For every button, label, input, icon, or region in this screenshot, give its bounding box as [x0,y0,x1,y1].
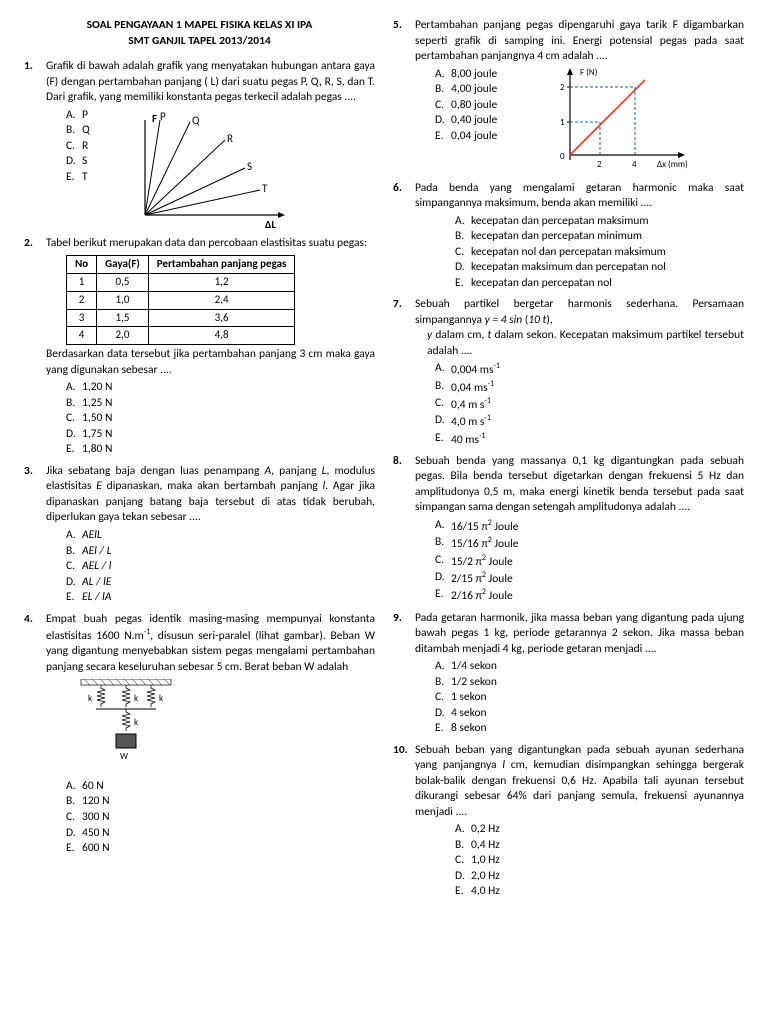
q2-opt-c: C.1,50 N [66,411,375,427]
q6-opt-e: E.kecepatan dan percepatan nol [455,276,744,292]
q4-spring-diagram: k k k k W [76,679,176,769]
q9-text: Pada getaran harmonik, jika massa beban … [415,611,744,658]
q5-opt-c: C.0,80 joule [435,98,545,114]
q9-opt-c: C.1 sekon [435,690,744,706]
q7-opt-d: D.4,0 m s-1 [435,413,744,430]
page-title: SOAL PENGAYAAN 1 MAPEL FISIKA KELAS XI I… [24,18,375,49]
question-8: 8. Sebuah benda yang massanya 0,1 kg dig… [393,454,744,605]
q1-opt-d: D.S [66,154,90,170]
question-5: 5. Pertambahan panjang pegas dipengaruhi… [393,18,744,175]
q7-text2: y dalam cm, t dalam sekon. Kecepatan mak… [427,328,744,359]
q4-opt-e: E.600 N [66,841,375,857]
svg-text:4: 4 [632,159,637,170]
q2-opt-e: E.1,80 N [66,442,375,458]
svg-text:W: W [120,751,128,762]
q1-opt-c: C.R [66,139,90,155]
q2-table: NoGaya(F)Pertambahan panjang pegas 10,51… [66,255,295,345]
q10-opt-d: D.2,0 Hz [455,869,744,885]
q9-opt-d: D.4 sekon [435,706,744,722]
q4-opt-b: B.120 N [66,794,375,810]
q2-text: Tabel berikut merupakan data dan percoba… [46,236,375,252]
q7-opt-a: A.0,004 ms-1 [435,361,744,378]
svg-text:F: F [152,112,157,125]
q7-opt-c: C.0,4 m s-1 [435,396,744,413]
q1-opt-b: B.Q [66,123,90,139]
svg-text:k: k [159,693,163,704]
question-2: 2. Tabel berikut merupakan data dan perc… [24,236,375,458]
q8-opt-a: A.16/15 π2 Joule [435,518,744,535]
q1-text: Grafik di bawah adalah grafik yang menya… [46,59,375,106]
question-10: 10. Sebuah beban yang digantungkan pada … [393,743,744,900]
question-9: 9. Pada getaran harmonik, jika massa beb… [393,611,744,737]
svg-text:k: k [134,693,138,704]
q8-opt-e: E.2/16 π2 Joule [435,587,744,604]
q10-opt-a: A.0,2 Hz [455,822,744,838]
svg-text:ΔL: ΔL [265,218,276,230]
q9-opt-e: E.8 sekon [435,721,744,737]
q7-opt-b: B.0,04 ms-1 [435,379,744,396]
question-4: 4. Empat buah pegas identik masing-masin… [24,612,375,857]
q1-opt-a: A.P [66,108,90,124]
q8-opt-c: C.15/2 π2 Joule [435,553,744,570]
q7-opt-e: E.40 ms-1 [435,431,744,448]
q1-graph: F ΔL P Q R S T [130,110,290,230]
svg-text:2: 2 [560,82,565,93]
q2-opt-b: B.1,25 N [66,396,375,412]
q4-opt-c: C.300 N [66,810,375,826]
question-1: 1. Grafik di bawah adalah grafik yang me… [24,59,375,230]
svg-text:F (N): F (N) [580,67,598,78]
q6-opt-d: D.kecepatan maksimum dan percepatan nol [455,260,744,276]
q2-text2: Berdasarkan data tersebut jika pertambah… [46,347,375,378]
q10-opt-b: B.0,4 Hz [455,838,744,854]
q5-opt-e: E.0,04 joule [435,129,545,145]
q9-opt-a: A.1/4 sekon [435,659,744,675]
svg-text:P: P [160,110,166,123]
q2-opt-a: A.1,20 N [66,380,375,396]
svg-text:k: k [134,717,138,728]
q3-opt-a: A.AElL [66,528,375,544]
q10-opt-c: C.1,0 Hz [455,853,744,869]
q5-graph: F (N) Δx (mm) 0 1 2 2 4 [545,65,695,175]
q1-opt-e: E.T [66,170,90,186]
q4-opt-a: A.60 N [66,779,375,795]
q8-opt-d: D.2/15 π2 Joule [435,570,744,587]
svg-text:2: 2 [597,159,602,170]
svg-text:k: k [88,693,92,704]
q8-text: Sebuah benda yang massanya 0,1 kg digant… [415,454,744,516]
q7-text: Sebuah partikel bergetar harmonis sederh… [415,297,744,328]
q5-opt-a: A.8,00 joule [435,67,545,83]
svg-text:R: R [227,132,233,145]
q3-opt-e: E.EL / lA [66,590,375,606]
q3-text: Jika sebatang baja dengan luas penampang… [46,464,375,526]
q10-opt-e: E.4,0 Hz [455,884,744,900]
svg-text:0: 0 [560,151,565,162]
q5-opt-b: B.4,00 joule [435,82,545,98]
q4-text: Empat buah pegas identik masing-masing m… [46,612,375,676]
q3-opt-d: D.AL / lE [66,575,375,591]
q4-opt-d: D.450 N [66,826,375,842]
question-7: 7. Sebuah partikel bergetar harmonis sed… [393,297,744,448]
q6-opt-a: A.kecepatan dan percepatan maksimum [455,214,744,230]
q5-opt-d: D.0,40 joule [435,113,545,129]
q3-opt-b: B.AEl / L [66,544,375,560]
q9-opt-b: B.1/2 sekon [435,675,744,691]
q5-text: Pertambahan panjang pegas dipengaruhi ga… [415,18,744,65]
question-3: 3. Jika sebatang baja dengan luas penamp… [24,464,375,606]
q6-text: Pada benda yang mengalami getaran harmon… [415,181,744,212]
q10-text: Sebuah beban yang digantungkan pada sebu… [415,743,744,821]
question-6: 6. Pada benda yang mengalami getaran har… [393,181,744,292]
q6-opt-c: C.kecepatan nol dan percepatan maksimum [455,245,744,261]
svg-text:Δx (mm): Δx (mm) [657,159,688,170]
svg-text:1: 1 [560,117,565,128]
q6-opt-b: B.kecepatan dan percepatan minimum [455,229,744,245]
q8-opt-b: B.15/16 π2 Joule [435,535,744,552]
q2-opt-d: D.1,75 N [66,427,375,443]
svg-text:S: S [247,160,252,173]
svg-text:T: T [262,182,268,195]
svg-text:Q: Q [192,114,200,127]
q3-opt-c: C.AEL / l [66,559,375,575]
